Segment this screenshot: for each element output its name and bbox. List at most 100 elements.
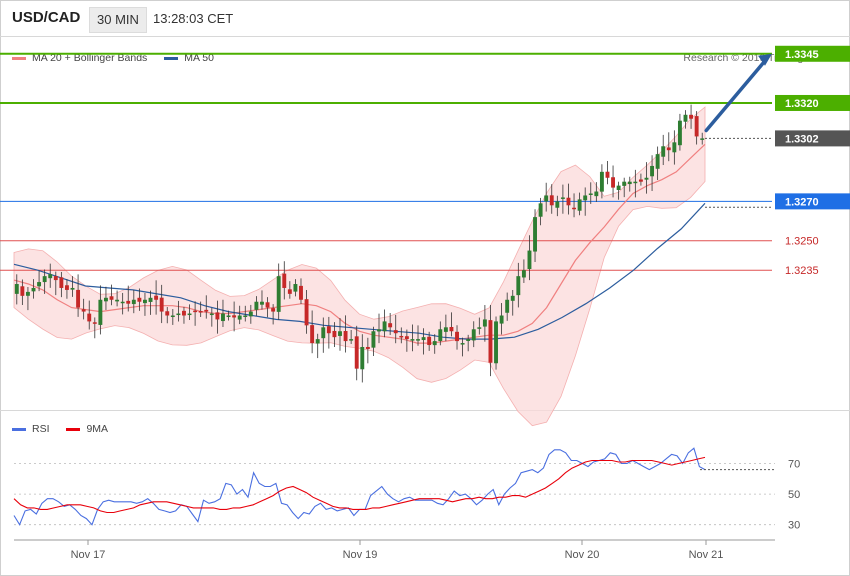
candle-body <box>25 291 30 296</box>
candle-body <box>661 146 666 157</box>
candle-body <box>616 185 621 190</box>
ma20-legend-label: MA 20 + Bollinger Bands <box>32 52 148 65</box>
candle-body <box>466 339 471 341</box>
ma50-swatch <box>164 56 179 60</box>
candle-body <box>399 335 404 338</box>
candle-body <box>499 315 504 324</box>
candle-body <box>460 343 465 345</box>
candle-body <box>633 181 638 184</box>
candle-body <box>416 339 420 341</box>
candle-body <box>120 301 125 304</box>
level-label-1.3320: 1.3320 <box>785 98 819 110</box>
candle-body <box>549 195 554 206</box>
candle-body <box>494 321 498 364</box>
candle-body <box>92 322 97 324</box>
candle-body <box>237 315 242 320</box>
currency-pair-label: USD/CAD <box>12 9 81 26</box>
bollinger-band <box>13 106 706 427</box>
candle-body <box>310 325 315 344</box>
candle-body <box>14 284 19 294</box>
candle-body <box>109 296 114 300</box>
candle-body <box>103 297 108 302</box>
candle-body <box>293 284 298 292</box>
candle-body <box>64 285 69 290</box>
candle-body <box>377 329 381 332</box>
panel-divider <box>0 410 850 411</box>
rsi-series-rsi <box>13 447 706 526</box>
candle-body <box>371 331 376 348</box>
candle-body <box>393 330 398 334</box>
candle-body <box>382 321 387 332</box>
candle-body <box>265 302 270 308</box>
candle-body <box>627 181 632 185</box>
level-label-1.3250: 1.3250 <box>785 236 819 248</box>
candle-body <box>215 312 220 320</box>
level-badge-1.3270 <box>775 193 850 210</box>
candle-body <box>53 276 58 281</box>
level-badge-1.3302 <box>775 130 850 147</box>
x-tick-label: Nov 17 <box>71 549 106 561</box>
candle-body <box>644 177 649 180</box>
candle-body <box>20 286 25 296</box>
candle-body <box>544 195 549 202</box>
candle-body <box>131 299 136 305</box>
level-badge-1.3320 <box>775 94 850 111</box>
candle-body <box>449 327 454 332</box>
candle-body <box>204 309 209 312</box>
candle-body <box>611 177 616 188</box>
candle-body <box>655 154 660 169</box>
candle-body <box>165 311 170 316</box>
level-label-1.3235: 1.3235 <box>785 265 819 277</box>
candle-body <box>282 273 287 288</box>
candle-body <box>471 329 476 341</box>
candle-body <box>516 276 521 296</box>
candle-body <box>533 217 537 252</box>
candle-body <box>115 299 120 302</box>
candle-body <box>521 270 526 278</box>
candle-body <box>388 323 393 328</box>
candle-body <box>70 287 75 290</box>
candle-body <box>605 171 610 178</box>
candle-body <box>354 336 359 369</box>
candle-body <box>143 299 147 304</box>
candle-body <box>226 315 231 318</box>
candle-body <box>683 114 688 122</box>
candle-body <box>482 319 487 327</box>
candle-body <box>404 336 409 340</box>
candle-body <box>455 331 459 342</box>
candle-body <box>438 329 443 342</box>
forecast-arrow-line <box>704 57 768 133</box>
rsi-tick-50: 50 <box>788 489 800 501</box>
candle-body <box>421 337 426 341</box>
interval-button[interactable]: 30 MIN <box>89 7 147 33</box>
candle-body <box>248 311 253 317</box>
candle-body <box>689 114 694 119</box>
chart-header: USD/CAD 30 MIN 13:28:03 CET <box>0 0 850 36</box>
rsi-legend: RSI 9MA <box>12 423 122 435</box>
candle-body <box>343 330 348 342</box>
level-label-1.3345: 1.3345 <box>785 49 819 61</box>
rsi-series-9ma <box>13 456 706 514</box>
candle-body <box>59 277 64 288</box>
candle-body <box>332 330 337 338</box>
candle-body <box>193 310 198 313</box>
level-label-1.3302: 1.3302 <box>785 133 819 145</box>
candle-body <box>555 201 560 208</box>
legend-item-rsi: RSI <box>12 423 50 435</box>
legend-item-ma20: MA 20 + Bollinger Bands <box>12 52 147 64</box>
level-label-1.3270: 1.3270 <box>785 196 819 208</box>
candle-body <box>198 311 203 313</box>
candle-body <box>209 313 214 316</box>
candle-body <box>672 142 677 153</box>
candle-body <box>170 315 175 318</box>
candle-body <box>42 276 47 283</box>
ma50-legend-label: MA 50 <box>184 52 214 65</box>
candle-body <box>315 339 320 344</box>
level-badge-1.3345 <box>775 45 850 62</box>
candle-body <box>187 313 192 316</box>
candle-body <box>254 301 259 310</box>
rsi-legend-label: RSI <box>32 423 50 436</box>
x-tick-label: Nov 21 <box>689 549 724 561</box>
candle-body <box>159 297 164 312</box>
